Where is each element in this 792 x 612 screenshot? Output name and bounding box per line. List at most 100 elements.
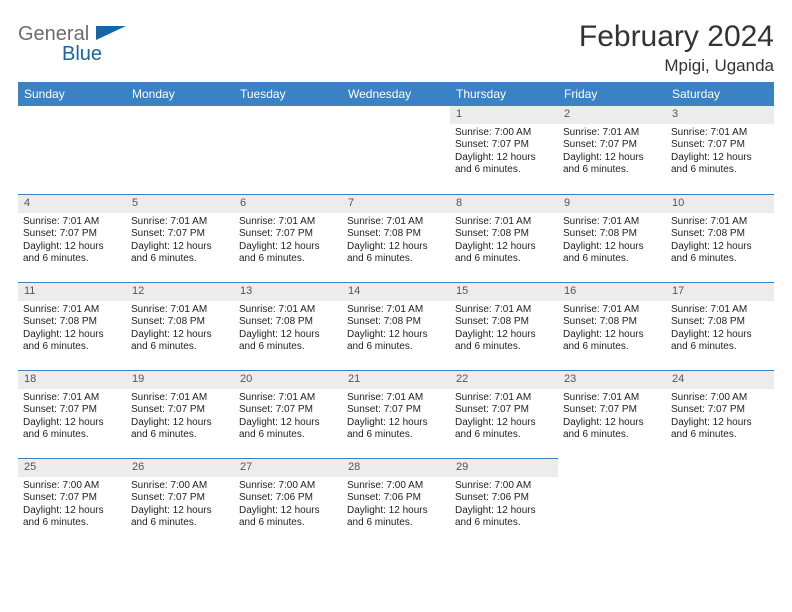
daylight-text: and 6 minutes.: [671, 341, 769, 354]
calendar-cell: 20Sunrise: 7:01 AMSunset: 7:07 PMDayligh…: [234, 370, 342, 458]
calendar-cell: 21Sunrise: 7:01 AMSunset: 7:07 PMDayligh…: [342, 370, 450, 458]
sunrise-text: Sunrise: 7:00 AM: [455, 480, 553, 493]
daylight-text: and 6 minutes.: [347, 341, 445, 354]
daylight-text: Daylight: 12 hours: [23, 505, 121, 518]
calendar-cell: 1Sunrise: 7:00 AMSunset: 7:07 PMDaylight…: [450, 106, 558, 194]
day-content: Sunrise: 7:00 AMSunset: 7:07 PMDaylight:…: [666, 389, 774, 446]
daylight-text: and 6 minutes.: [23, 341, 121, 354]
calendar-cell: 27Sunrise: 7:00 AMSunset: 7:06 PMDayligh…: [234, 458, 342, 546]
sunset-text: Sunset: 7:08 PM: [671, 316, 769, 329]
sunset-text: Sunset: 7:07 PM: [563, 139, 661, 152]
daylight-text: and 6 minutes.: [455, 253, 553, 266]
daylight-text: and 6 minutes.: [239, 253, 337, 266]
day-content: Sunrise: 7:00 AMSunset: 7:06 PMDaylight:…: [450, 477, 558, 534]
day-content: Sunrise: 7:00 AMSunset: 7:06 PMDaylight:…: [234, 477, 342, 534]
day-number: 21: [342, 371, 450, 389]
daylight-text: Daylight: 12 hours: [455, 241, 553, 254]
day-content: Sunrise: 7:01 AMSunset: 7:07 PMDaylight:…: [558, 124, 666, 181]
daylight-text: Daylight: 12 hours: [455, 329, 553, 342]
calendar-cell: 8Sunrise: 7:01 AMSunset: 7:08 PMDaylight…: [450, 194, 558, 282]
daylight-text: Daylight: 12 hours: [563, 241, 661, 254]
daylight-text: Daylight: 12 hours: [455, 152, 553, 165]
sunset-text: Sunset: 7:08 PM: [671, 228, 769, 241]
calendar-cell: 11Sunrise: 7:01 AMSunset: 7:08 PMDayligh…: [18, 282, 126, 370]
sunrise-text: Sunrise: 7:01 AM: [455, 216, 553, 229]
calendar-cell: [234, 106, 342, 194]
weekday-header: Sunday Monday Tuesday Wednesday Thursday…: [18, 82, 774, 106]
day-number: 5: [126, 195, 234, 213]
sunrise-text: Sunrise: 7:01 AM: [671, 304, 769, 317]
day-content: Sunrise: 7:01 AMSunset: 7:07 PMDaylight:…: [234, 389, 342, 446]
weekday-wednesday: Wednesday: [342, 82, 450, 106]
calendar-cell: 23Sunrise: 7:01 AMSunset: 7:07 PMDayligh…: [558, 370, 666, 458]
daylight-text: Daylight: 12 hours: [239, 241, 337, 254]
day-content: Sunrise: 7:01 AMSunset: 7:07 PMDaylight:…: [18, 213, 126, 270]
daylight-text: Daylight: 12 hours: [239, 505, 337, 518]
daylight-text: Daylight: 12 hours: [23, 329, 121, 342]
day-number: 11: [18, 283, 126, 301]
day-number: 29: [450, 459, 558, 477]
calendar-cell: [342, 106, 450, 194]
weekday-saturday: Saturday: [666, 82, 774, 106]
daylight-text: and 6 minutes.: [23, 517, 121, 530]
calendar-cell: 26Sunrise: 7:00 AMSunset: 7:07 PMDayligh…: [126, 458, 234, 546]
daylight-text: and 6 minutes.: [455, 429, 553, 442]
daylight-text: Daylight: 12 hours: [131, 417, 229, 430]
sunset-text: Sunset: 7:07 PM: [563, 404, 661, 417]
day-number: 8: [450, 195, 558, 213]
daylight-text: Daylight: 12 hours: [671, 241, 769, 254]
daylight-text: Daylight: 12 hours: [671, 329, 769, 342]
sunrise-text: Sunrise: 7:01 AM: [23, 304, 121, 317]
daylight-text: and 6 minutes.: [563, 429, 661, 442]
day-content: Sunrise: 7:01 AMSunset: 7:08 PMDaylight:…: [234, 301, 342, 358]
sunrise-text: Sunrise: 7:01 AM: [131, 392, 229, 405]
day-content: Sunrise: 7:01 AMSunset: 7:07 PMDaylight:…: [342, 389, 450, 446]
sunrise-text: Sunrise: 7:01 AM: [23, 216, 121, 229]
day-number: 24: [666, 371, 774, 389]
daylight-text: and 6 minutes.: [563, 164, 661, 177]
logo-text-general: General: [18, 23, 89, 45]
day-content: Sunrise: 7:00 AMSunset: 7:07 PMDaylight:…: [450, 124, 558, 181]
weekday-thursday: Thursday: [450, 82, 558, 106]
day-content: Sunrise: 7:01 AMSunset: 7:07 PMDaylight:…: [666, 124, 774, 181]
sunrise-text: Sunrise: 7:00 AM: [347, 480, 445, 493]
calendar-cell: [18, 106, 126, 194]
day-number: 18: [18, 371, 126, 389]
sunrise-text: Sunrise: 7:01 AM: [347, 392, 445, 405]
day-number: 22: [450, 371, 558, 389]
sunset-text: Sunset: 7:07 PM: [131, 228, 229, 241]
daylight-text: Daylight: 12 hours: [563, 329, 661, 342]
sunset-text: Sunset: 7:06 PM: [347, 492, 445, 505]
calendar-cell: 13Sunrise: 7:01 AMSunset: 7:08 PMDayligh…: [234, 282, 342, 370]
sunrise-text: Sunrise: 7:00 AM: [671, 392, 769, 405]
daylight-text: Daylight: 12 hours: [131, 505, 229, 518]
day-content: Sunrise: 7:01 AMSunset: 7:08 PMDaylight:…: [666, 301, 774, 358]
day-number: 17: [666, 283, 774, 301]
sunset-text: Sunset: 7:07 PM: [455, 404, 553, 417]
calendar-cell: 3Sunrise: 7:01 AMSunset: 7:07 PMDaylight…: [666, 106, 774, 194]
sunrise-text: Sunrise: 7:01 AM: [563, 392, 661, 405]
sunset-text: Sunset: 7:08 PM: [347, 228, 445, 241]
calendar-cell: 10Sunrise: 7:01 AMSunset: 7:08 PMDayligh…: [666, 194, 774, 282]
day-number: 13: [234, 283, 342, 301]
calendar-cell: [666, 458, 774, 546]
daylight-text: Daylight: 12 hours: [563, 152, 661, 165]
sunrise-text: Sunrise: 7:00 AM: [131, 480, 229, 493]
day-number: 15: [450, 283, 558, 301]
sunset-text: Sunset: 7:08 PM: [131, 316, 229, 329]
daylight-text: Daylight: 12 hours: [239, 417, 337, 430]
daylight-text: Daylight: 12 hours: [455, 417, 553, 430]
calendar-cell: 14Sunrise: 7:01 AMSunset: 7:08 PMDayligh…: [342, 282, 450, 370]
daylight-text: Daylight: 12 hours: [23, 241, 121, 254]
sunrise-text: Sunrise: 7:01 AM: [131, 216, 229, 229]
sunset-text: Sunset: 7:08 PM: [455, 316, 553, 329]
day-content: Sunrise: 7:01 AMSunset: 7:07 PMDaylight:…: [126, 213, 234, 270]
calendar-cell: 4Sunrise: 7:01 AMSunset: 7:07 PMDaylight…: [18, 194, 126, 282]
day-number: 3: [666, 106, 774, 124]
day-content: Sunrise: 7:00 AMSunset: 7:07 PMDaylight:…: [126, 477, 234, 534]
day-number: 14: [342, 283, 450, 301]
calendar-cell: 12Sunrise: 7:01 AMSunset: 7:08 PMDayligh…: [126, 282, 234, 370]
day-number: 19: [126, 371, 234, 389]
day-number: 6: [234, 195, 342, 213]
calendar-cell: 28Sunrise: 7:00 AMSunset: 7:06 PMDayligh…: [342, 458, 450, 546]
